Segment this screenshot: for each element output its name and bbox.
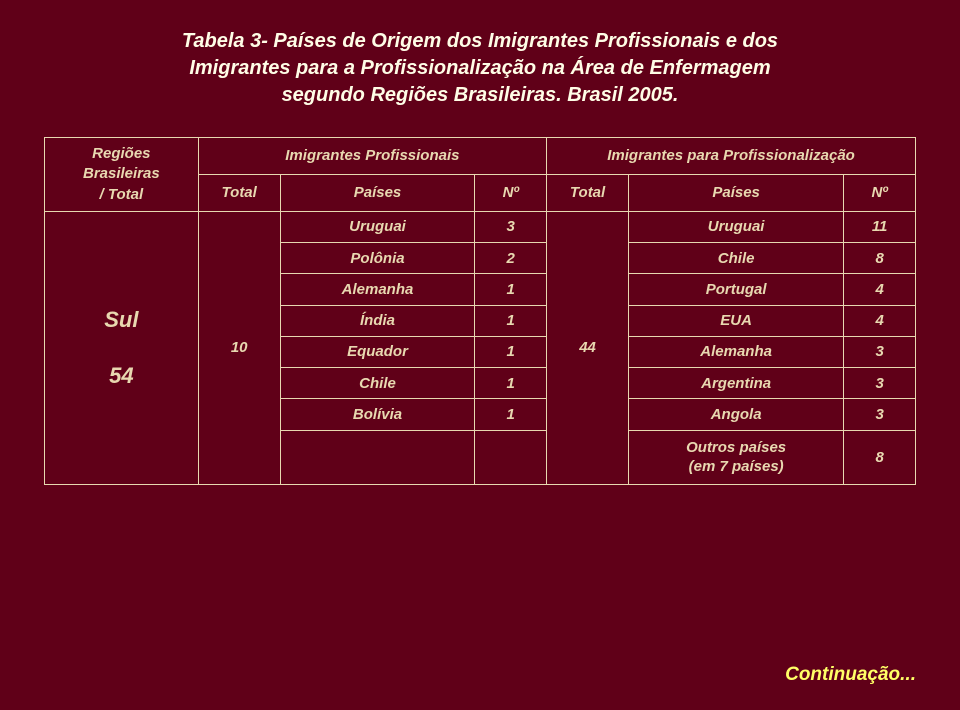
sub-left-total: Total xyxy=(198,174,280,211)
data-table: Regiões Brasileiras / Total Imigrantes P… xyxy=(44,137,916,485)
right-n: 3 xyxy=(844,336,916,367)
left-pais: Bolívia xyxy=(280,399,475,430)
col-header-regioes: Regiões Brasileiras / Total xyxy=(45,138,199,212)
col-header-group-left: Imigrantes Profissionais xyxy=(198,138,546,175)
right-pais: Argentina xyxy=(629,368,844,399)
left-n: 1 xyxy=(475,336,547,367)
right-n: 4 xyxy=(844,274,916,305)
title-line-3: segundo Regiões Brasileiras. Brasil 2005… xyxy=(282,84,679,106)
region-cell: Sul 54 xyxy=(45,211,199,484)
left-pais: Índia xyxy=(280,305,475,336)
slide-title: Tabela 3- Países de Origem dos Imigrante… xyxy=(44,28,916,109)
right-n: 4 xyxy=(844,305,916,336)
right-n: 11 xyxy=(844,211,916,242)
left-n: 1 xyxy=(475,274,547,305)
hdr-reg-3: / Total xyxy=(100,186,144,203)
sub-right-total: Total xyxy=(547,174,629,211)
left-pais: Alemanha xyxy=(280,274,475,305)
left-pais xyxy=(280,430,475,484)
hdr-reg-1: Regiões xyxy=(92,145,150,162)
right-pais-l2: (em 7 países) xyxy=(689,458,784,475)
left-n: 3 xyxy=(475,211,547,242)
region-total: 54 xyxy=(53,363,190,389)
left-total-cell: 10 xyxy=(198,211,280,484)
right-pais: Portugal xyxy=(629,274,844,305)
col-header-group-right: Imigrantes para Profissionalização xyxy=(547,138,916,175)
right-n: 8 xyxy=(844,243,916,274)
right-total-cell: 44 xyxy=(547,211,629,484)
title-line-1: Tabela 3- Países de Origem dos Imigrante… xyxy=(182,30,778,52)
right-pais: Chile xyxy=(629,243,844,274)
left-n: 2 xyxy=(475,243,547,274)
right-pais-l1: Outros países xyxy=(686,439,786,456)
left-n xyxy=(475,430,547,484)
right-n: 3 xyxy=(844,368,916,399)
left-pais: Chile xyxy=(280,368,475,399)
right-pais: Alemanha xyxy=(629,336,844,367)
right-n: 8 xyxy=(844,430,916,484)
sub-right-paises: Países xyxy=(629,174,844,211)
left-pais: Polônia xyxy=(280,243,475,274)
sub-right-no: Nº xyxy=(844,174,916,211)
sub-left-no: Nº xyxy=(475,174,547,211)
data-row: Sul 54 10 Uruguai 3 44 Uruguai 11 xyxy=(45,211,916,242)
slide-page: Tabela 3- Países de Origem dos Imigrante… xyxy=(0,0,960,710)
title-line-2: Imigrantes para a Profissionalização na … xyxy=(189,57,770,79)
region-name: Sul xyxy=(53,307,190,333)
right-pais: Outros países (em 7 países) xyxy=(629,430,844,484)
left-pais: Uruguai xyxy=(280,211,475,242)
right-n: 3 xyxy=(844,399,916,430)
left-n: 1 xyxy=(475,399,547,430)
continuation-label: Continuação... xyxy=(785,664,916,686)
right-pais: Angola xyxy=(629,399,844,430)
hdr-reg-2: Brasileiras xyxy=(83,165,160,182)
sub-left-paises: Países xyxy=(280,174,475,211)
table-header-row-1: Regiões Brasileiras / Total Imigrantes P… xyxy=(45,138,916,175)
right-pais: Uruguai xyxy=(629,211,844,242)
left-n: 1 xyxy=(475,305,547,336)
left-pais: Equador xyxy=(280,336,475,367)
left-n: 1 xyxy=(475,368,547,399)
right-pais: EUA xyxy=(629,305,844,336)
